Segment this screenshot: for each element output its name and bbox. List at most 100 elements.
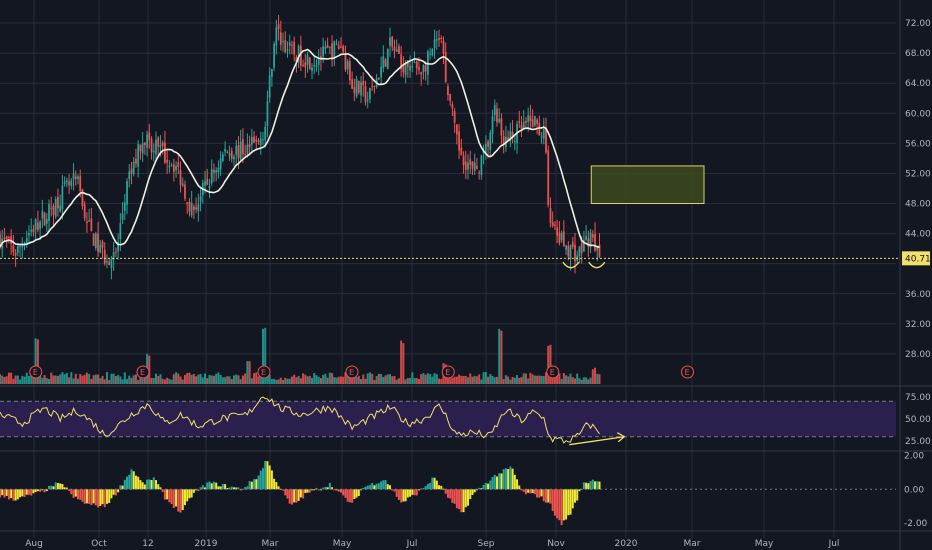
oscillator-bar (110, 489, 113, 499)
oscillator-bar (237, 487, 240, 490)
volume-bar (449, 378, 452, 384)
volume-bar (386, 374, 389, 384)
candle-body (322, 46, 325, 57)
candle-body (21, 245, 24, 248)
time-axis[interactable]: Aug Oct 12 2019 Mar May Jul Sep Nov 2020 Mar May Jul (25, 539, 839, 549)
candle-body (137, 143, 140, 167)
time-tick-label: Mar (262, 539, 279, 549)
oscillator-bar (74, 489, 77, 497)
volume-bar (513, 377, 516, 384)
candle-body (253, 136, 255, 143)
earnings-marker-5[interactable] (546, 365, 560, 379)
volume-bar (297, 375, 300, 384)
candle-body (110, 258, 113, 269)
earnings-marker-3[interactable] (345, 365, 359, 379)
candle-body (409, 66, 411, 71)
oscillator-bar (393, 489, 396, 492)
volume-bar (531, 374, 534, 384)
candle-body (168, 165, 171, 167)
earnings-label-2: E (261, 368, 266, 377)
oscillator-bar (542, 489, 545, 502)
candle-body (237, 144, 240, 159)
oscillator-bar (39, 489, 42, 492)
volume-bar (344, 372, 347, 384)
volume-bar (549, 344, 552, 384)
oscillator-bar (25, 489, 28, 495)
oscillator-bar (159, 487, 162, 490)
earnings-marker-4[interactable] (441, 365, 455, 379)
oscillator-bar (121, 485, 124, 490)
volume-bar (594, 367, 597, 384)
volume-bar (311, 378, 314, 384)
oscillator-bar (235, 487, 238, 490)
volume-bar (110, 373, 113, 384)
oscillator-bar (409, 489, 412, 497)
volume-bar (482, 372, 485, 384)
oscillator-bar (389, 485, 392, 490)
oscillator-bar (157, 484, 160, 490)
volume-bar (451, 377, 454, 384)
volume-bar (413, 377, 416, 384)
candle-body (108, 261, 111, 266)
volume-bar (186, 373, 189, 384)
oscillator-bar (30, 489, 33, 496)
oscillator-bar (511, 468, 514, 490)
oscillator-bar (197, 489, 200, 492)
oscillator-bar (52, 486, 55, 490)
volume-bar (217, 372, 220, 384)
oscillator-bar (70, 489, 73, 495)
oscillator-bar (21, 489, 24, 497)
earnings-label-3: E (349, 368, 354, 377)
oscillator-bar (571, 489, 574, 509)
volume-bar (123, 372, 126, 384)
volume-bar (181, 379, 184, 384)
oscillator-bar (455, 489, 458, 509)
oscillator-bar (41, 489, 44, 491)
volume-bar (261, 328, 264, 384)
candle-body (489, 132, 492, 151)
volume-bar (417, 379, 420, 384)
oscillator-bar (239, 489, 242, 491)
oscillator-bar (471, 489, 474, 495)
candle-body (184, 184, 186, 199)
volume-bar (460, 375, 463, 384)
oscillator-bar (480, 488, 483, 490)
volume-bar (322, 374, 325, 384)
candle-body (255, 139, 258, 142)
volume-bar (14, 375, 17, 384)
candle-body (36, 222, 39, 230)
volume-bar (197, 374, 200, 384)
volume-bar (440, 378, 443, 384)
candle-body (284, 40, 287, 53)
oscillator-bar (217, 486, 220, 490)
candle-body (175, 165, 177, 171)
oscillator-bar (112, 489, 115, 495)
oscillator-bar (43, 489, 46, 493)
oscillator-bar (226, 488, 229, 490)
oscillator-bar (311, 489, 314, 491)
price-axis[interactable]: 72.00 68.00 64.00 60.00 56.00 52.00 48.00 44.00… (905, 19, 931, 360)
earnings-marker-1[interactable] (136, 365, 150, 379)
oscillator-bar (375, 483, 378, 490)
target-zone-box (590, 165, 705, 205)
oscillator-bar (368, 485, 371, 490)
oscillator-bar (7, 489, 10, 500)
candle-body (268, 75, 271, 98)
volume-bar (257, 376, 260, 384)
earnings-marker-2[interactable] (257, 365, 271, 379)
oscillator-bar (268, 465, 271, 490)
volume-bar (233, 375, 236, 384)
candle-body (121, 213, 124, 220)
earnings-marker-6[interactable] (681, 365, 694, 379)
candle-body (99, 245, 102, 253)
candle-body (411, 65, 414, 68)
double-bottom-arc-right (588, 261, 606, 269)
oscillator-bar (487, 483, 490, 490)
oscillator-bar (275, 482, 278, 490)
candle-body (193, 206, 195, 210)
oscillator-bar (3, 489, 6, 498)
earnings-marker-0[interactable] (29, 365, 43, 379)
volume-bar (545, 372, 548, 384)
price-tick-label: 72.00 (905, 19, 931, 29)
